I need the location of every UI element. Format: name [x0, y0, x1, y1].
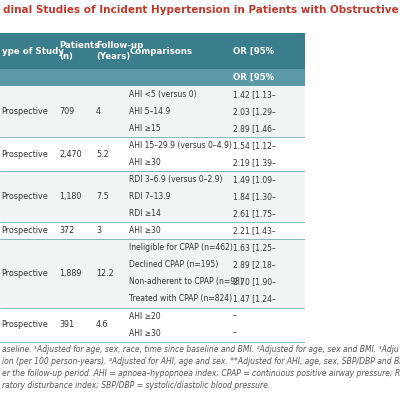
Text: 1.63 [1.25–: 1.63 [1.25– — [233, 244, 276, 252]
Text: AHI 15–29.9 (versus 0–4.9): AHI 15–29.9 (versus 0–4.9) — [130, 142, 232, 150]
Text: 1,889: 1,889 — [59, 269, 82, 278]
Text: 5.2: 5.2 — [96, 150, 109, 159]
Text: dinal Studies of Incident Hypertension in Patients with Obstructive: dinal Studies of Incident Hypertension i… — [3, 5, 399, 15]
Text: 3: 3 — [96, 226, 101, 236]
Text: 391: 391 — [59, 320, 74, 329]
Bar — [0, 137, 304, 172]
Text: 1.47 [1.24–: 1.47 [1.24– — [233, 294, 276, 304]
Text: 2.03 [1.29–: 2.03 [1.29– — [233, 107, 276, 116]
Text: ype of Study: ype of Study — [2, 46, 63, 56]
Text: aseline. ¹Adjusted for age, sex, race, time since baseline and BMI. ²Adjusted fo: aseline. ¹Adjusted for age, sex, race, t… — [2, 346, 400, 390]
Bar — [0, 240, 304, 308]
Bar — [0, 308, 304, 342]
Text: AHI ≥30: AHI ≥30 — [130, 226, 161, 236]
Text: –: – — [233, 312, 237, 320]
Text: RDI 7–13.9: RDI 7–13.9 — [130, 192, 171, 202]
Text: AHI ≥15: AHI ≥15 — [130, 124, 161, 133]
Text: 2.89 [1.46–: 2.89 [1.46– — [233, 124, 276, 133]
Text: 1,180: 1,180 — [59, 192, 82, 202]
Text: 1.49 [1.09–: 1.49 [1.09– — [233, 176, 276, 184]
Text: Non-adherent to CPAP (n=98): Non-adherent to CPAP (n=98) — [130, 278, 243, 286]
Text: 2.70 [1.90–: 2.70 [1.90– — [233, 278, 276, 286]
Text: AHI <5 (versus 0): AHI <5 (versus 0) — [130, 90, 197, 99]
Text: 1.54 [1.12–: 1.54 [1.12– — [233, 142, 276, 150]
Text: 7.5: 7.5 — [96, 192, 109, 202]
Text: Treated with CPAP (n=824): Treated with CPAP (n=824) — [130, 294, 232, 304]
Text: 2.19 [1.39–: 2.19 [1.39– — [233, 158, 276, 168]
Text: 709: 709 — [59, 107, 75, 116]
Text: OR [95%: OR [95% — [233, 46, 274, 56]
Text: Declined CPAP (n=195): Declined CPAP (n=195) — [130, 260, 219, 270]
Bar — [0, 33, 304, 69]
Text: OR [95%: OR [95% — [233, 73, 274, 82]
Text: 4.6: 4.6 — [96, 320, 108, 329]
Bar — [0, 172, 304, 222]
Text: 2,470: 2,470 — [59, 150, 82, 159]
Text: Prospective: Prospective — [2, 192, 48, 202]
Text: AHI ≥20: AHI ≥20 — [130, 312, 161, 320]
Text: RDI ≥14: RDI ≥14 — [130, 210, 161, 218]
Text: 2.21 [1.43–: 2.21 [1.43– — [233, 226, 276, 236]
Bar — [0, 86, 304, 137]
Text: Prospective: Prospective — [2, 150, 48, 159]
Text: 372: 372 — [59, 226, 75, 236]
Text: 2.61 [1.75–: 2.61 [1.75– — [233, 210, 276, 218]
Text: Comparisons: Comparisons — [130, 46, 192, 56]
Text: 1.42 [1.13–: 1.42 [1.13– — [233, 90, 276, 99]
Text: 2.89 [2.18–: 2.89 [2.18– — [233, 260, 276, 270]
Text: RDI 3–6.9 (versus 0–2.9): RDI 3–6.9 (versus 0–2.9) — [130, 176, 223, 184]
Text: 4: 4 — [96, 107, 101, 116]
Text: –: – — [233, 328, 237, 338]
Text: AHI 5–14.9: AHI 5–14.9 — [130, 107, 171, 116]
Text: Patients
(n): Patients (n) — [59, 41, 100, 61]
Bar — [0, 222, 304, 240]
Text: 12.2: 12.2 — [96, 269, 114, 278]
Text: 1.84 [1.30–: 1.84 [1.30– — [233, 192, 276, 202]
Text: Prospective: Prospective — [2, 269, 48, 278]
Bar — [0, 69, 304, 86]
Text: Follow-up
(Years): Follow-up (Years) — [96, 41, 143, 61]
Text: Prospective: Prospective — [2, 320, 48, 329]
Text: AHI ≥30: AHI ≥30 — [130, 328, 161, 338]
Text: AHI ≥30: AHI ≥30 — [130, 158, 161, 168]
Text: Prospective: Prospective — [2, 107, 48, 116]
Text: Ineligible for CPAP (n=462): Ineligible for CPAP (n=462) — [130, 244, 233, 252]
Text: Prospective: Prospective — [2, 226, 48, 236]
